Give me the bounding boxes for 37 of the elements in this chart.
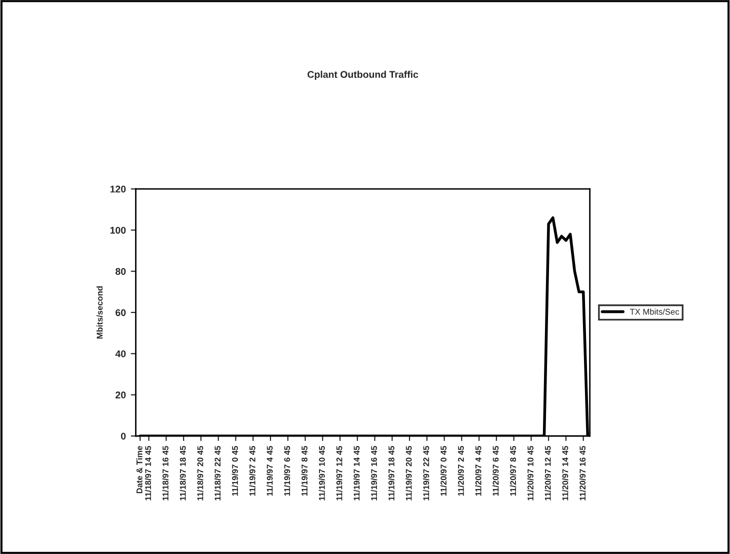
x-tick-label: 11/20/97 2 45 — [458, 446, 464, 496]
y-tick-label: 80 — [116, 268, 126, 275]
x-tick-label: 11/19/97 6 45 — [284, 446, 290, 496]
y-axis-title: Mbits/second — [96, 286, 103, 339]
x-tick-label: 11/18/97 14 45 — [144, 446, 152, 500]
y-tick-label: 20 — [116, 392, 126, 398]
x-tick-label: 11/20/97 14 45 — [562, 446, 568, 500]
x-tick-label: 11/19/97 2 45 — [249, 446, 256, 496]
x-tick-label: 11/19/97 16 45 — [370, 446, 378, 500]
x-tick-label: 11/19/97 20 45 — [406, 446, 412, 500]
x-tick-label: 11/20/97 6 45 — [492, 446, 499, 496]
x-tick-label: 11/20/97 10 45 — [527, 446, 534, 500]
y-tick-label: 100 — [110, 226, 126, 234]
x-tick-label: 11/20/97 0 45 — [440, 446, 447, 496]
x-tick-label: 11/19/97 12 45 — [336, 446, 342, 500]
x-tick-label: 11/19/97 18 45 — [388, 446, 394, 500]
x-tick-label: 11/18/97 20 45 — [197, 446, 204, 500]
y-tick-label: 120 — [110, 186, 126, 193]
x-tick-label: 11/18/97 18 45 — [180, 446, 186, 500]
x-tick-label: 11/19/97 22 45 — [423, 446, 430, 500]
x-tick-label: Date & Time — [136, 446, 142, 494]
x-tick-label: 11/20/97 16 45 — [579, 446, 586, 500]
x-tick-label: 11/20/97 4 45 — [475, 446, 482, 496]
x-tick-label: 11/19/97 0 45 — [232, 446, 238, 496]
x-tick-label: 11/19/97 14 45 — [353, 446, 360, 500]
chart-title: Cplant Outbound Traffic — [308, 70, 418, 80]
x-tick-label: 11/19/97 10 45 — [318, 446, 325, 500]
x-tick-label: 11/20/97 8 45 — [510, 446, 516, 496]
x-tick-label: 11/19/97 4 45 — [266, 446, 273, 496]
x-tick-label: 11/18/97 22 45 — [214, 446, 221, 500]
y-tick-label: 40 — [115, 350, 126, 358]
y-tick-label: 0 — [121, 432, 126, 440]
x-tick-label: 11/20/97 12 45 — [544, 446, 551, 500]
x-tick-label: 11/19/97 8 45 — [301, 446, 308, 496]
y-tick-label: 60 — [116, 309, 126, 316]
x-tick-label: 11/18/97 16 45 — [162, 446, 169, 500]
legend-label: TX Mbits/Sec — [630, 308, 680, 315]
